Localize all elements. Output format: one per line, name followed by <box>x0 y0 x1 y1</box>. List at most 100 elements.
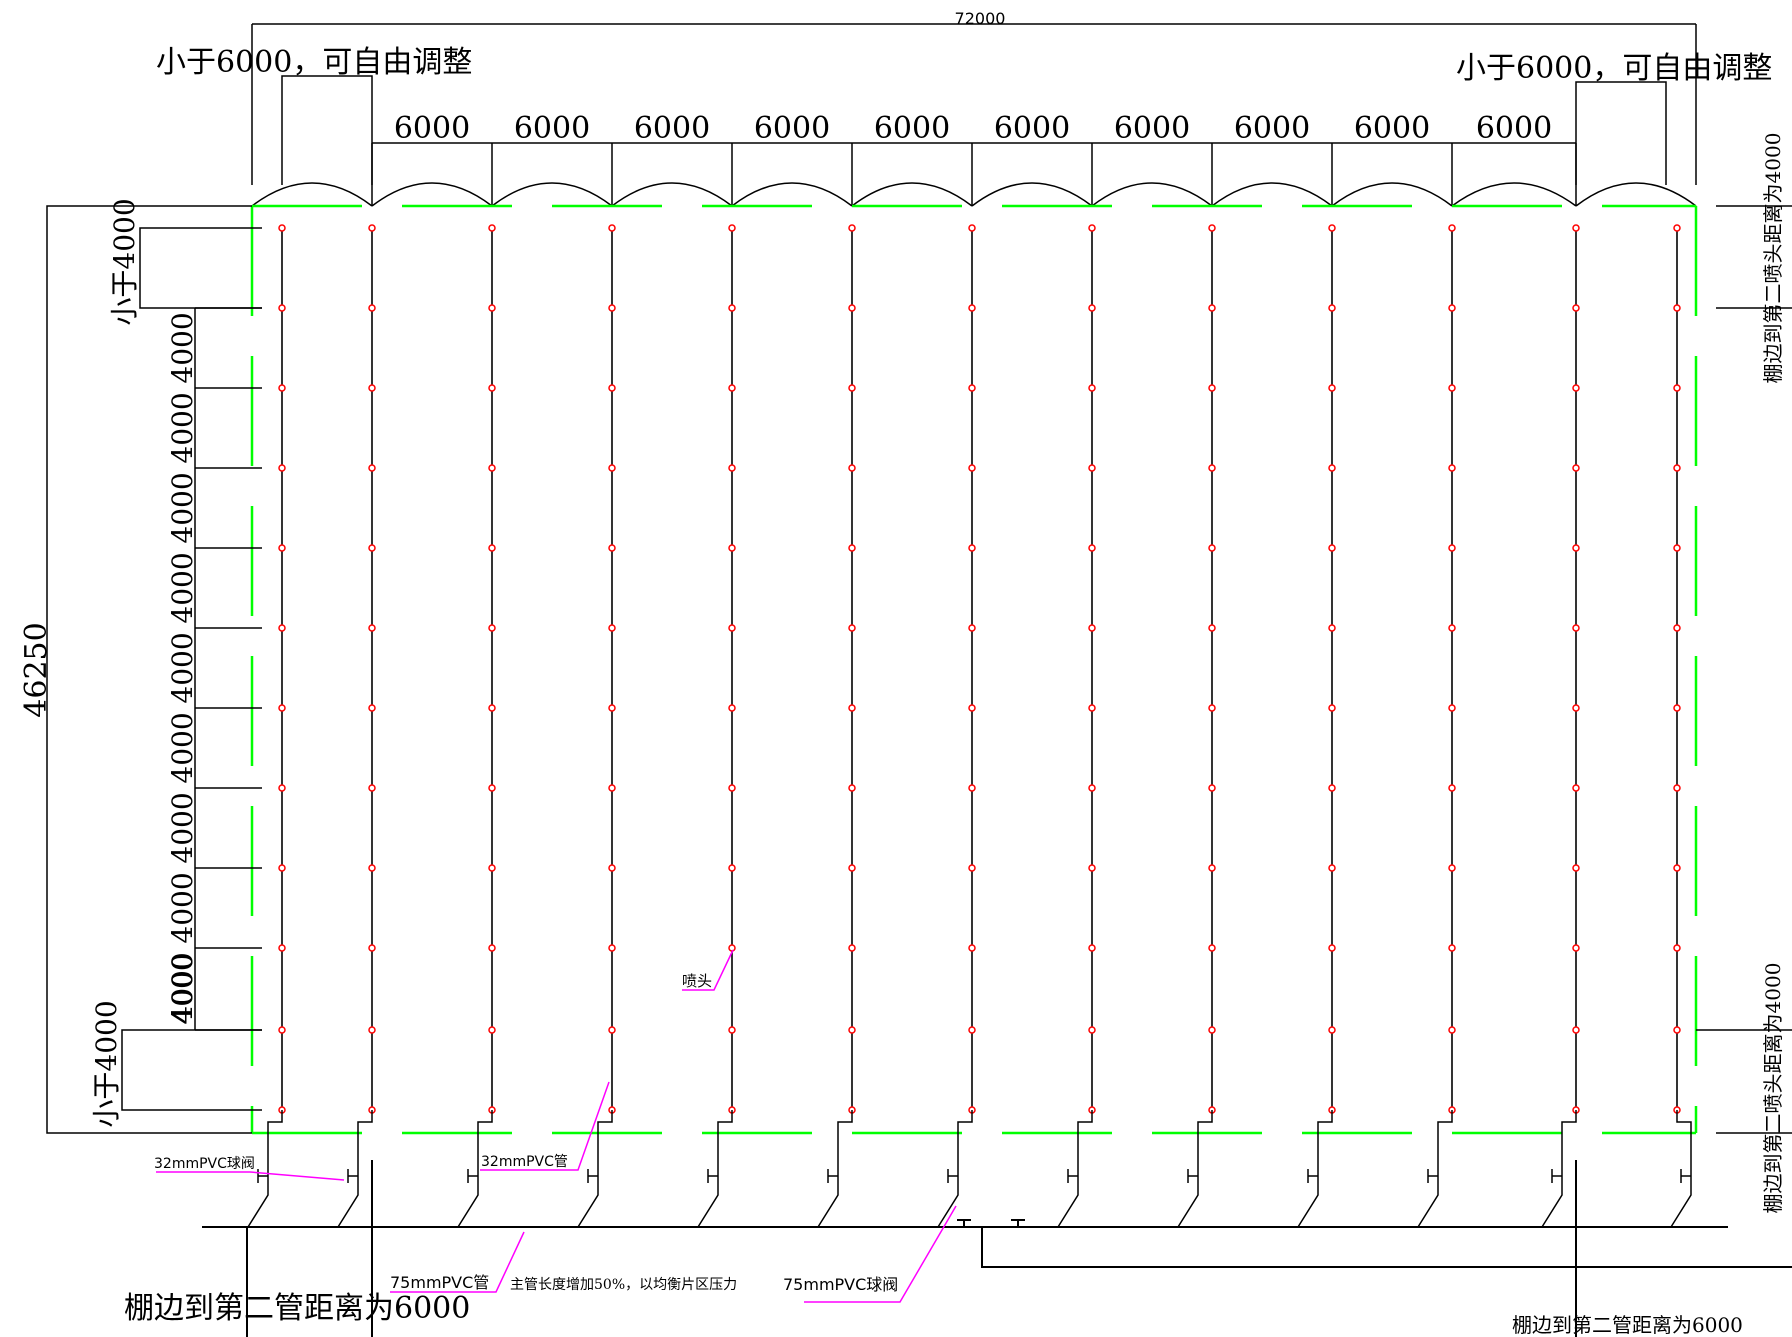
nozzle <box>1328 624 1336 632</box>
nozzle <box>848 624 856 632</box>
main-pipe <box>202 1160 1792 1337</box>
nozzle <box>488 784 496 792</box>
nozzle <box>1673 224 1681 232</box>
riser-connector <box>337 1110 373 1228</box>
nozzle <box>1328 944 1336 952</box>
nozzle <box>1448 464 1456 472</box>
lateral-pipes <box>247 224 1692 1228</box>
nozzle <box>488 544 496 552</box>
riser-connector <box>817 1110 853 1228</box>
roof-arch <box>251 182 373 207</box>
nozzle <box>1328 1026 1336 1034</box>
nozzle <box>278 224 286 232</box>
nozzle <box>728 464 736 472</box>
nozzle <box>1448 304 1456 312</box>
nozzle <box>488 1026 496 1034</box>
overall-width-label: 72000 <box>955 9 1006 28</box>
row-spacing-label: 4000 <box>166 952 199 1023</box>
nozzle <box>728 624 736 632</box>
nozzle <box>848 704 856 712</box>
nozzle <box>968 624 976 632</box>
callout-valve-75mm: 75mmPVC球阀 <box>783 1275 898 1294</box>
nozzle <box>1208 224 1216 232</box>
nozzle <box>1088 624 1096 632</box>
riser-connector <box>1417 1110 1453 1228</box>
nozzle <box>1208 864 1216 872</box>
bay-width-label: 6000 <box>634 111 710 146</box>
nozzle <box>1208 384 1216 392</box>
nozzle <box>968 1026 976 1034</box>
nozzle <box>848 864 856 872</box>
roof-arch <box>611 182 733 207</box>
riser-connector <box>1297 1110 1333 1228</box>
nozzle <box>1088 944 1096 952</box>
callout-pipe-32mm: 32mmPVC管 <box>481 1154 568 1170</box>
roof-arch <box>971 182 1093 207</box>
nozzle <box>1448 544 1456 552</box>
nozzle <box>1572 944 1580 952</box>
bay-width-label: 6000 <box>1114 111 1190 146</box>
nozzle <box>1673 1026 1681 1034</box>
nozzle <box>1088 384 1096 392</box>
nozzle <box>728 384 736 392</box>
bottom-left-note: 棚边到第二管距离为6000 <box>124 1291 470 1326</box>
nozzle <box>1572 384 1580 392</box>
right-top-note: 棚边到第二喷头距离为4000 <box>1761 133 1785 384</box>
top-right-note: 小于6000，可自由调整 <box>1456 51 1772 86</box>
nozzle <box>278 304 286 312</box>
nozzle <box>368 304 376 312</box>
callout-leaders <box>156 949 957 1303</box>
nozzle <box>1208 1026 1216 1034</box>
row-spacing-label: 4000 <box>166 392 199 463</box>
bay-width-label: 6000 <box>994 111 1070 146</box>
riser-connector <box>1057 1110 1093 1228</box>
nozzle <box>1572 624 1580 632</box>
nozzle <box>608 864 616 872</box>
nozzle <box>488 704 496 712</box>
roof-arch <box>1211 182 1333 207</box>
nozzle <box>968 704 976 712</box>
bottom-right-note: 棚边到第二管距离为6000 <box>1512 1313 1743 1337</box>
nozzle <box>728 224 736 232</box>
nozzle <box>1572 224 1580 232</box>
nozzle <box>608 464 616 472</box>
nozzle <box>1572 864 1580 872</box>
nozzle <box>1088 464 1096 472</box>
row-spacing-label: 4000 <box>166 552 199 623</box>
left-edge-brackets <box>121 227 262 1111</box>
nozzle <box>1673 944 1681 952</box>
nozzle <box>278 464 286 472</box>
row-spacing-label: 4000 <box>166 953 199 1024</box>
nozzle <box>368 384 376 392</box>
nozzle <box>278 784 286 792</box>
roof-arch <box>1451 182 1577 207</box>
bay-width-label: 6000 <box>1476 111 1552 146</box>
nozzle <box>1208 784 1216 792</box>
nozzle <box>1673 704 1681 712</box>
nozzle <box>1572 1026 1580 1034</box>
nozzle <box>848 784 856 792</box>
bay-width-label: 6000 <box>874 111 950 146</box>
nozzle <box>1572 464 1580 472</box>
row-spacing-label: 4000 <box>166 312 199 383</box>
overall-height-label: 46250 <box>19 622 54 717</box>
nozzle <box>608 944 616 952</box>
overall-width-dimension <box>251 23 1697 185</box>
nozzle <box>488 624 496 632</box>
roof-arch <box>371 182 493 207</box>
nozzle <box>368 624 376 632</box>
nozzle <box>1088 864 1096 872</box>
nozzle <box>1208 304 1216 312</box>
nozzle <box>1572 544 1580 552</box>
callout-nozzle: 喷头 <box>682 972 712 990</box>
nozzle <box>608 224 616 232</box>
nozzle <box>848 464 856 472</box>
nozzle <box>1673 544 1681 552</box>
riser-connector <box>577 1110 613 1228</box>
nozzle <box>968 304 976 312</box>
nozzle <box>1328 464 1336 472</box>
callout-valve-32mm: 32mmPVC球阀 <box>154 1156 255 1172</box>
riser-connector <box>1177 1110 1213 1228</box>
nozzle <box>278 624 286 632</box>
